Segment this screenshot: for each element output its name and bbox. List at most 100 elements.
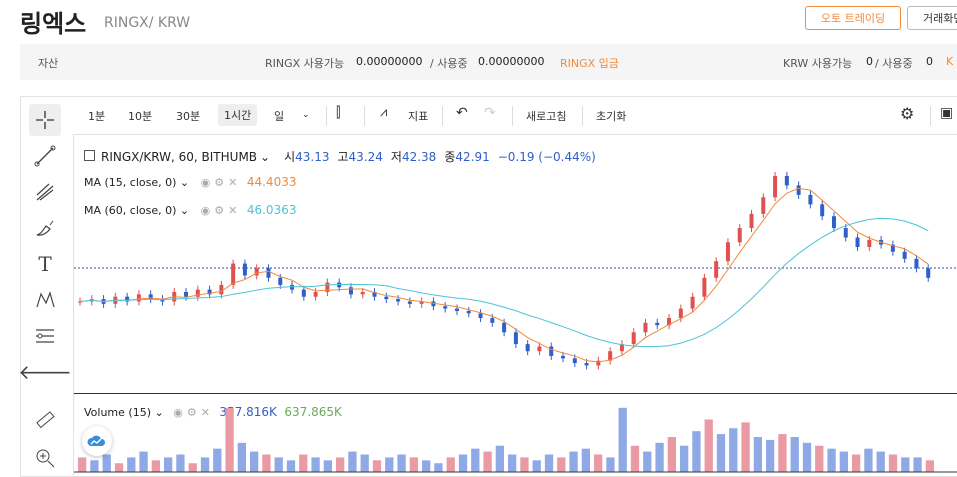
settings-icon[interactable]: ⚙ xyxy=(214,176,225,189)
volume-bar xyxy=(446,457,455,472)
candle xyxy=(572,358,577,364)
trade-screen-button[interactable]: 거래화면 xyxy=(907,6,957,30)
visibility-icon[interactable]: ◉ xyxy=(173,406,183,419)
volume-legend: Volume (15) ⌄ ◉ ⚙ ✕ 357.816K 637.865K xyxy=(84,405,342,419)
crosshair-icon[interactable] xyxy=(29,104,61,136)
volume-bar xyxy=(557,457,566,472)
candle xyxy=(584,363,589,366)
collapse-icon[interactable] xyxy=(84,150,95,161)
symbol-legend: RINGX/KRW, 60, BITHUMB ⌄ 시43.13 고43.24 저42.3… xyxy=(84,148,596,165)
volume-bar xyxy=(864,448,873,472)
undo-icon[interactable]: ↶ xyxy=(456,105,468,121)
krw-inuse-label: / 사용중 xyxy=(875,57,913,70)
interval-10m[interactable]: 10분 xyxy=(128,110,153,123)
low-label: 저 xyxy=(390,150,402,164)
volume-bar xyxy=(520,457,529,472)
close-icon[interactable]: ✕ xyxy=(228,176,238,189)
volume-bar xyxy=(495,445,504,472)
volume-bar xyxy=(176,454,185,472)
indicator-button[interactable]: 지표 xyxy=(408,110,429,123)
volume-bar xyxy=(372,460,382,472)
close-icon[interactable]: ✕ xyxy=(200,406,210,419)
volume-bar xyxy=(471,448,480,472)
ruler-icon[interactable] xyxy=(29,404,61,436)
drawing-toolbar: T 🡐 xyxy=(18,100,73,477)
volume-bar xyxy=(643,451,652,472)
volume-bar xyxy=(630,445,640,472)
krw-deposit-link-partial[interactable]: K xyxy=(946,55,954,68)
visibility-icon[interactable]: ◉ xyxy=(200,176,211,189)
ringx-available-value: 0.00000000 xyxy=(356,55,423,68)
volume-bar xyxy=(336,457,345,472)
left-divider xyxy=(73,134,74,477)
high-label: 고 xyxy=(337,150,349,164)
candle xyxy=(667,318,672,326)
ma15-label: MA (15, close, 0) xyxy=(84,176,177,189)
candle xyxy=(655,322,660,326)
chevron-down-icon[interactable]: ⌄ xyxy=(154,406,164,419)
volume-bar xyxy=(655,442,664,472)
chevron-down-icon[interactable]: ⌄ xyxy=(260,150,271,164)
volume-bar xyxy=(876,451,885,472)
close-icon[interactable]: ✕ xyxy=(228,204,238,217)
volume-bar xyxy=(827,448,836,472)
settings-icon[interactable]: ⚙ xyxy=(186,406,197,419)
candle xyxy=(184,292,189,297)
interval-1h[interactable]: 1시간 xyxy=(218,104,258,126)
trend-line-icon[interactable] xyxy=(29,140,61,172)
candle xyxy=(796,185,801,195)
candlestick-type-icon[interactable]: ⫿ xyxy=(336,105,341,121)
volume-bar xyxy=(901,457,910,472)
interval-30m[interactable]: 30분 xyxy=(176,110,201,123)
volume-bar xyxy=(151,460,160,472)
pattern-icon[interactable] xyxy=(29,284,61,316)
candle xyxy=(301,289,306,297)
redo-icon[interactable]: ↷ xyxy=(484,105,496,121)
volume-bar xyxy=(360,454,369,472)
interval-1m[interactable]: 1분 xyxy=(88,110,106,123)
volume-bar xyxy=(741,422,750,472)
candle xyxy=(537,346,542,352)
candle xyxy=(325,282,330,292)
auto-trade-button[interactable]: 오토 트레이딩 xyxy=(805,6,901,30)
volume-bar xyxy=(102,454,111,472)
indicator-icon[interactable]: ⩘ xyxy=(380,105,388,120)
divider xyxy=(326,106,327,126)
refresh-button[interactable]: 새로고침 xyxy=(526,110,567,123)
text-tool-icon[interactable]: T xyxy=(38,252,52,276)
ringx-deposit-link[interactable]: RINGX 입금 xyxy=(560,57,619,70)
measure-icon[interactable] xyxy=(29,320,61,352)
candle xyxy=(702,277,707,297)
brush-icon[interactable] xyxy=(29,212,61,244)
arrow-left-icon[interactable]: 🡐 xyxy=(18,360,72,384)
candle xyxy=(831,216,836,229)
candle xyxy=(443,306,448,309)
cloud-logo-icon[interactable] xyxy=(82,426,112,456)
price-chart[interactable] xyxy=(74,140,957,390)
reset-button[interactable]: 초기화 xyxy=(596,110,627,123)
candle xyxy=(360,292,365,295)
volume-bar xyxy=(164,457,173,472)
open-value: 43.13 xyxy=(295,150,330,164)
zoom-in-icon[interactable] xyxy=(29,442,61,474)
volume-chart[interactable] xyxy=(74,398,957,476)
candle xyxy=(160,299,165,302)
candle xyxy=(784,175,789,186)
interval-day[interactable]: 일 xyxy=(274,110,285,123)
candle xyxy=(431,301,436,307)
settings-icon[interactable]: ⚙ xyxy=(214,204,225,217)
chevron-down-icon[interactable]: ⌄ xyxy=(302,110,310,120)
gear-icon[interactable]: ⚙ xyxy=(900,104,915,123)
pane-divider[interactable] xyxy=(74,393,957,394)
krw-inuse-value: 0 xyxy=(926,55,933,68)
pitchfork-icon[interactable] xyxy=(29,176,61,208)
chevron-down-icon[interactable]: ⌄ xyxy=(179,176,190,189)
volume-bar xyxy=(913,457,922,472)
chevron-down-icon[interactable]: ⌄ xyxy=(179,204,190,217)
visibility-icon[interactable]: ◉ xyxy=(200,204,211,217)
volume-bar xyxy=(127,457,136,472)
volume-bar xyxy=(667,437,676,472)
candle xyxy=(549,346,554,356)
candle xyxy=(242,263,247,276)
camera-icon[interactable]: ▣ xyxy=(940,105,954,121)
